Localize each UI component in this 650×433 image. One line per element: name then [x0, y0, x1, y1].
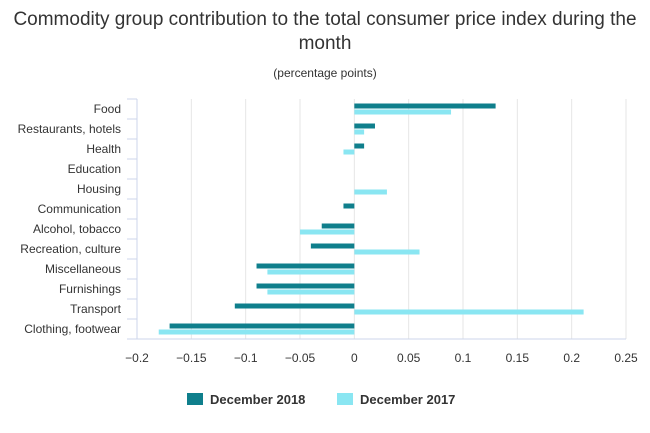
legend-label: December 2018 — [210, 392, 305, 407]
x-tick-label: −0.15 — [176, 351, 207, 365]
bar-dec-2018 — [354, 103, 496, 109]
bar-dec-2018 — [343, 203, 355, 209]
x-tick-label: 0.05 — [397, 351, 421, 365]
x-tick-label: −0.1 — [234, 351, 258, 365]
bar-dec-2017 — [343, 149, 355, 155]
x-tick-label: 0 — [351, 351, 358, 365]
chart-subtitle: (percentage points) — [273, 66, 377, 80]
legend-swatch — [337, 393, 353, 405]
category-label: Health — [86, 142, 121, 156]
x-tick-label: 0.25 — [614, 351, 638, 365]
bar-dec-2018 — [310, 243, 355, 249]
bar-dec-2017 — [354, 189, 387, 195]
bar-dec-2018 — [256, 283, 355, 289]
x-tick-label: −0.2 — [125, 351, 149, 365]
x-tick-label: −0.05 — [285, 351, 316, 365]
category-label: Recreation, culture — [20, 242, 121, 256]
chart-title: Commodity group contribution to the tota… — [13, 9, 637, 54]
category-label: Food — [94, 102, 121, 116]
bar-dec-2017 — [300, 229, 355, 235]
category-label: Miscellaneous — [45, 262, 121, 276]
category-label: Alcohol, tobacco — [33, 222, 121, 236]
bar-dec-2018 — [354, 123, 375, 129]
bar-dec-2018 — [256, 263, 355, 269]
category-label: Transport — [70, 302, 122, 316]
bar-dec-2017 — [354, 249, 420, 255]
category-label: Restaurants, hotels — [18, 122, 121, 136]
category-label: Furnishings — [59, 282, 121, 296]
bar-dec-2017 — [158, 329, 355, 335]
legend-label: December 2017 — [360, 392, 455, 407]
x-tick-label: 0.15 — [506, 351, 530, 365]
bar-dec-2017 — [267, 269, 355, 275]
bar-dec-2017 — [267, 289, 355, 295]
bar-dec-2017 — [354, 109, 452, 115]
bar-dec-2017 — [354, 309, 584, 315]
category-label: Education — [68, 162, 121, 176]
legend-swatch — [187, 393, 203, 405]
bar-dec-2018 — [169, 323, 355, 329]
bar-dec-2018 — [234, 303, 355, 309]
category-label: Communication — [38, 202, 121, 216]
x-tick-label: 0.2 — [563, 351, 580, 365]
category-label: Clothing, footwear — [24, 322, 121, 336]
category-label: Housing — [77, 182, 121, 196]
x-tick-label: 0.1 — [455, 351, 472, 365]
bar-dec-2018 — [321, 223, 355, 229]
bar-dec-2017 — [354, 129, 365, 135]
bar-dec-2018 — [354, 143, 365, 149]
